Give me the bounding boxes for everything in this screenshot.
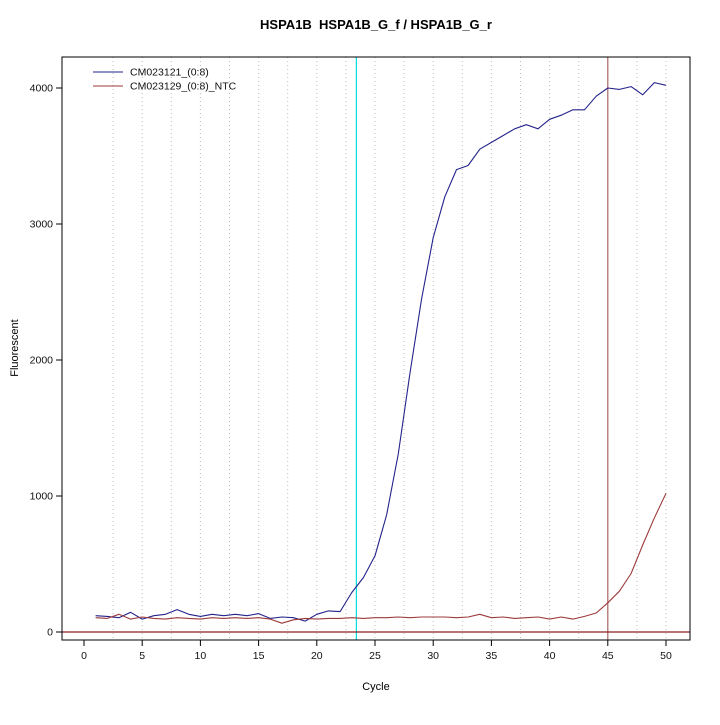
x-tick-label: 50	[660, 650, 672, 662]
y-tick-label: 4000	[30, 83, 54, 95]
x-tick-label: 0	[81, 650, 87, 662]
x-tick-label: 25	[369, 650, 381, 662]
x-tick-label: 30	[427, 650, 439, 662]
y-axis-label: Fluorescent	[9, 319, 21, 377]
legend-item-label: CM023121_(0:8)	[130, 67, 209, 79]
series-line-1	[95, 493, 667, 624]
x-tick-label: 40	[544, 650, 556, 662]
x-tick-label: 45	[602, 650, 614, 662]
y-tick-label: 1000	[30, 491, 54, 503]
x-tick-label: 20	[311, 650, 323, 662]
x-axis-label: Cycle	[362, 681, 390, 693]
y-tick-label: 0	[47, 627, 53, 639]
x-tick-label: 15	[253, 650, 265, 662]
plot-frame	[61, 56, 691, 641]
x-tick-label: 35	[486, 650, 498, 662]
chart-title: HSPA1B HSPA1B_G_f / HSPA1B_G_r	[260, 17, 492, 32]
legend-item-label: CM023129_(0:8)_NTC	[130, 81, 237, 93]
series-line-0	[95, 82, 667, 622]
y-tick-label: 2000	[30, 355, 54, 367]
y-tick-label: 3000	[30, 219, 54, 231]
x-tick-label: 10	[195, 650, 207, 662]
x-tick-label: 5	[139, 650, 145, 662]
